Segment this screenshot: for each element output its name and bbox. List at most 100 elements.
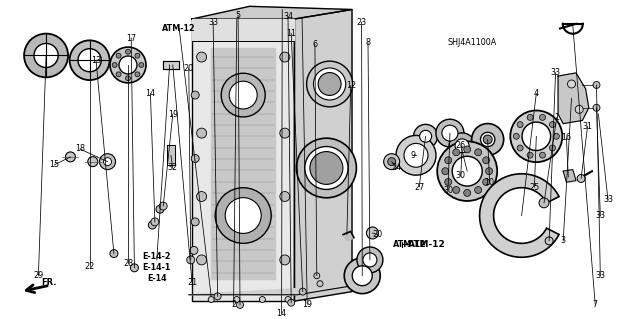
Circle shape [464,189,470,197]
Circle shape [88,157,98,167]
Text: E-14-2: E-14-2 [143,252,171,261]
Text: 16: 16 [561,133,572,142]
Text: 7: 7 [593,300,598,309]
Circle shape [475,149,482,156]
Circle shape [475,187,482,194]
Text: 13: 13 [91,56,101,65]
Circle shape [452,156,482,186]
Circle shape [187,256,195,264]
Circle shape [234,297,240,302]
Text: 33: 33 [603,195,613,204]
Circle shape [318,72,341,95]
Circle shape [540,152,545,158]
Circle shape [384,154,399,170]
Circle shape [452,149,460,156]
Circle shape [280,191,290,202]
Circle shape [554,133,559,139]
Circle shape [550,145,556,151]
Circle shape [300,288,306,295]
Circle shape [112,63,117,67]
Polygon shape [479,174,559,257]
Text: 33: 33 [550,68,561,78]
Circle shape [527,115,533,120]
Text: E-14: E-14 [147,274,166,283]
Circle shape [420,130,431,142]
Text: 24: 24 [392,163,402,173]
Text: 32: 32 [168,163,178,173]
Circle shape [151,218,159,226]
Circle shape [100,154,116,170]
Circle shape [196,255,207,265]
Text: 4: 4 [534,89,539,98]
Circle shape [550,122,556,128]
Text: 33: 33 [595,271,605,280]
Text: 6: 6 [312,40,317,49]
Circle shape [593,104,600,111]
Text: 19: 19 [302,300,312,309]
Circle shape [445,157,452,164]
Circle shape [314,68,346,100]
Circle shape [191,154,199,162]
Circle shape [305,146,348,189]
Polygon shape [167,145,175,165]
Polygon shape [192,19,294,301]
Circle shape [135,72,140,77]
Circle shape [344,258,380,293]
Circle shape [288,299,294,306]
Circle shape [156,205,164,213]
Circle shape [125,49,131,54]
Text: 2: 2 [231,300,236,309]
Circle shape [568,80,575,88]
Circle shape [367,227,378,239]
Circle shape [404,143,428,167]
Text: 1: 1 [554,113,559,122]
Circle shape [196,191,207,202]
Text: 15: 15 [49,160,60,169]
Text: 33: 33 [595,211,605,220]
Circle shape [481,132,495,147]
Circle shape [517,122,523,128]
Text: ATM-12: ATM-12 [393,240,426,249]
Circle shape [296,138,356,198]
Text: FR.: FR. [42,278,57,287]
Text: 5: 5 [236,11,241,20]
Text: 30: 30 [456,171,466,181]
Polygon shape [163,61,179,69]
Circle shape [125,76,131,81]
Polygon shape [558,73,589,124]
Circle shape [191,91,199,99]
Circle shape [280,128,290,138]
Circle shape [510,110,563,162]
Text: 3: 3 [561,236,566,245]
Text: 11: 11 [286,29,296,38]
Circle shape [577,174,585,182]
Circle shape [70,40,109,80]
Text: 18: 18 [75,145,85,153]
Text: E-14-1: E-14-1 [143,263,171,272]
Polygon shape [189,285,355,295]
Polygon shape [294,10,352,301]
Circle shape [24,33,68,77]
Circle shape [259,297,266,302]
Circle shape [413,124,438,148]
Circle shape [396,136,436,175]
Circle shape [280,255,290,265]
Circle shape [483,179,490,186]
Polygon shape [563,170,576,182]
Polygon shape [343,231,354,241]
Circle shape [352,266,372,286]
Circle shape [388,158,396,166]
Circle shape [486,168,493,174]
Circle shape [483,135,492,144]
Text: 29: 29 [33,271,44,280]
Circle shape [215,188,271,243]
Circle shape [116,53,121,58]
Circle shape [110,47,146,83]
Circle shape [159,202,167,210]
Text: 10: 10 [484,178,495,187]
Circle shape [285,297,291,302]
Text: 31: 31 [582,122,593,131]
Circle shape [539,198,549,208]
Text: 30: 30 [443,186,453,195]
Circle shape [208,297,214,302]
